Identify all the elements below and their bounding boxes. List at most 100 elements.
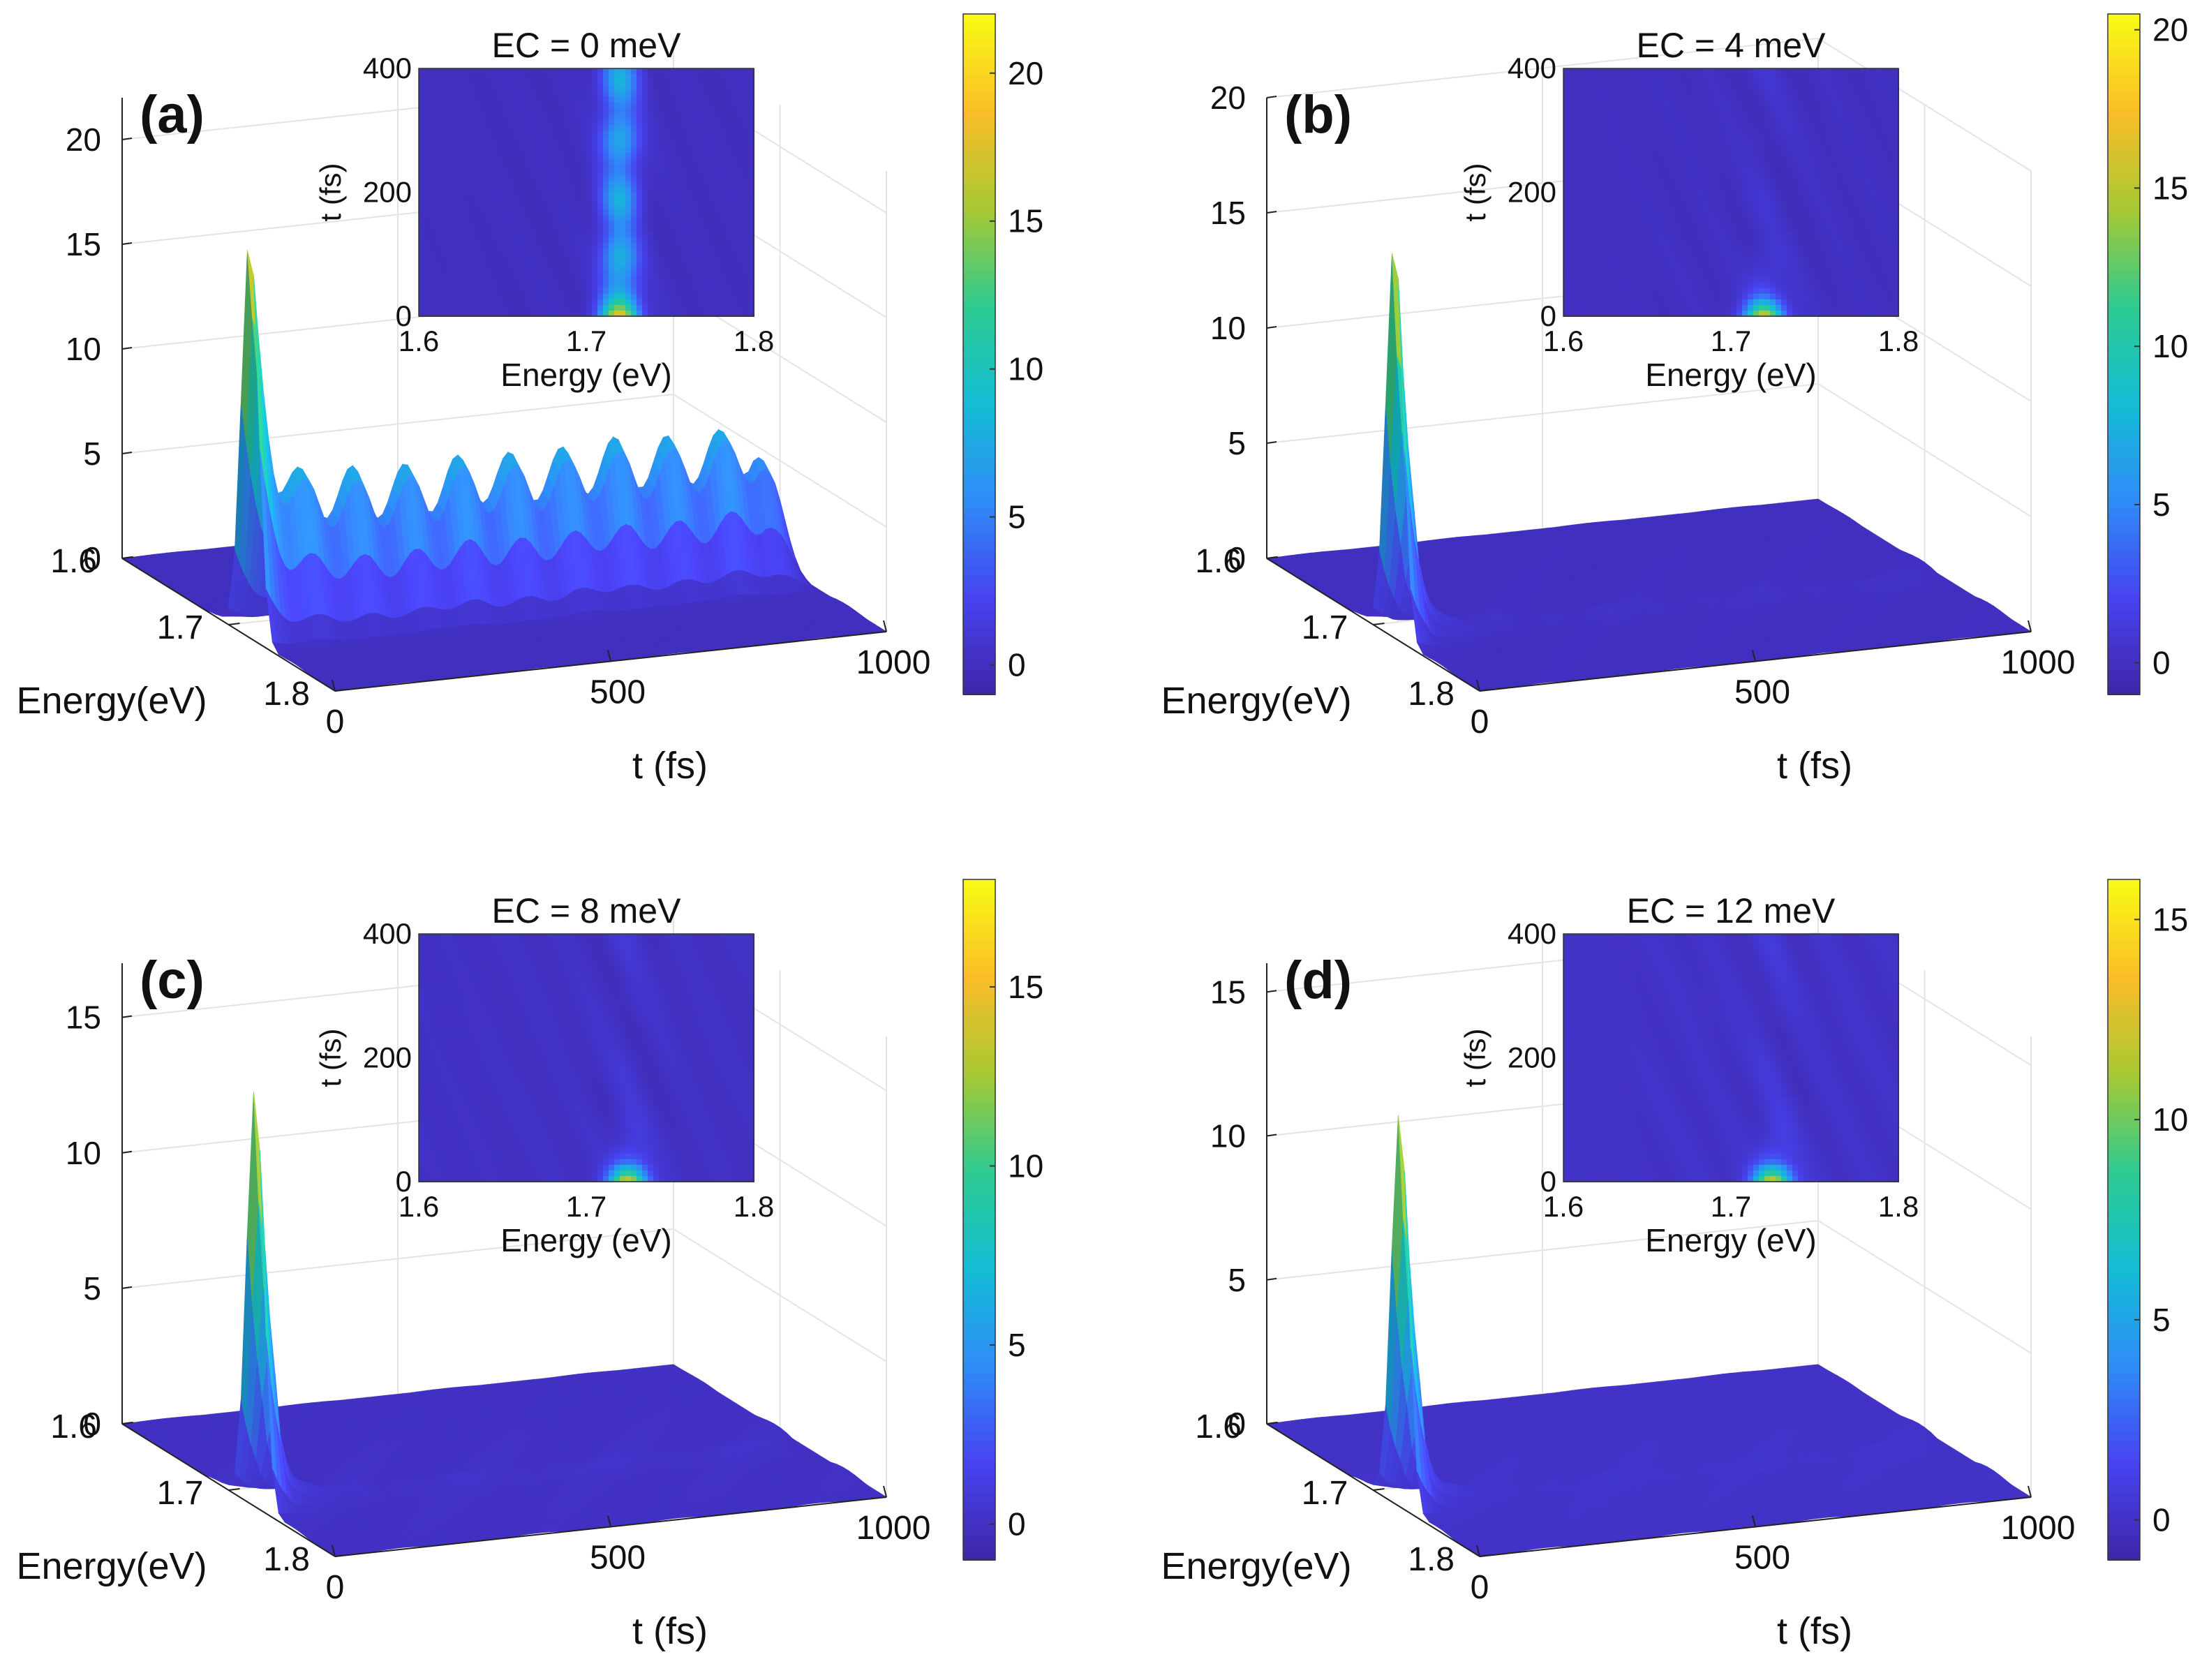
inset-y-tick-label: 400 [363,917,412,950]
colorbar-tick-label: 0 [2152,1502,2171,1538]
inset-x-tick-label: 1.8 [1878,325,1919,357]
inset-y-tick-label: 0 [396,299,412,332]
colorbar-tick-label: 0 [2152,645,2171,681]
y-tick-label: 1.6 [1195,543,1242,580]
y-tick-label: 1.7 [1302,609,1348,646]
inset-y-axis-label: t (fs) [314,163,347,222]
x-tick-label: 1000 [856,1510,931,1547]
colorbar-tick-label: 15 [2152,170,2188,206]
z-tick-label: 15 [1210,974,1246,1010]
colorbar-tick-label: 20 [2152,12,2188,48]
z-tick-label: 10 [1210,310,1246,346]
z-tick-label: 5 [83,436,101,472]
inset-y-axis-label: t (fs) [314,1029,347,1087]
colorbar-tick-label: 0 [1008,1506,1026,1543]
colorbar-tick-label: 15 [1008,969,1043,1005]
inset-y-tick-label: 200 [363,1041,412,1074]
panel-label: (c) [140,951,204,1010]
inset-x-axis-label: Energy (eV) [500,357,671,393]
inset-x-tick-label: 1.7 [1711,325,1751,357]
y-axis-label: Energy(eV) [1161,1545,1351,1587]
panel-label: (d) [1284,951,1352,1010]
colorbar-tick-label: 0 [1008,647,1026,683]
colorbar-tick-label: 10 [1008,1148,1043,1184]
y-tick-label: 1.8 [263,1541,310,1578]
colorbar-tick-label: 5 [2152,1302,2171,1338]
x-axis-label: t (fs) [632,745,708,787]
y-tick-label: 1.6 [50,543,97,580]
inset-y-tick-label: 400 [363,52,412,84]
inset-y-tick-label: 0 [396,1165,412,1198]
colorbar-tick-label: 20 [1008,55,1043,91]
surface-plot [1267,253,2031,691]
inset-x-tick-label: 1.8 [734,325,774,357]
inset-heatmap [419,68,754,317]
figure-canvas: 05101520050010001.61.71.8t (fs)Energy(eV… [0,0,2209,1680]
inset-heatmap [1563,934,1899,1182]
inset-y-tick-label: 0 [1540,299,1556,332]
inset-x-tick-label: 1.8 [1878,1190,1919,1223]
y-tick-label: 1.7 [157,1475,204,1512]
inset-x-axis-label: Energy (eV) [1645,357,1816,393]
z-tick-label: 5 [83,1270,101,1307]
z-tick-label: 10 [66,1135,101,1171]
inset-y-tick-label: 200 [1508,1041,1556,1074]
colorbar [2108,879,2140,1561]
inset-x-tick-label: 1.7 [566,325,607,357]
x-tick-label: 1000 [856,644,931,681]
colorbar-tick-label: 10 [2152,1101,2188,1138]
z-tick-label: 5 [1228,425,1246,461]
inset-y-tick-label: 200 [1508,176,1556,209]
y-tick-label: 1.7 [157,609,204,646]
colorbar-tick-label: 5 [2152,486,2171,523]
x-tick-label: 0 [326,1569,345,1606]
inset-y-axis-label: t (fs) [1459,163,1492,222]
y-tick-label: 1.6 [1195,1408,1242,1445]
z-tick-label: 10 [66,331,101,367]
z-tick-label: 15 [66,226,101,262]
inset-y-tick-label: 400 [1508,52,1556,84]
colorbar-tick-label: 5 [1008,1327,1026,1363]
inset-y-tick-label: 200 [363,176,412,209]
y-tick-label: 1.8 [1408,1541,1455,1578]
panel-label: (a) [140,85,204,144]
z-tick-label: 20 [66,121,101,158]
colorbar [963,879,995,1561]
x-tick-label: 500 [590,674,646,711]
z-tick-label: 15 [1210,195,1246,231]
inset-title: EC = 8 meV [492,891,682,930]
z-tick-label: 15 [66,999,101,1036]
x-tick-label: 1000 [2001,1510,2076,1547]
colorbar-tick-label: 15 [2152,901,2188,937]
inset-y-tick-label: 0 [1540,1165,1556,1198]
x-axis-label: t (fs) [1777,745,1852,787]
x-tick-label: 500 [1734,1540,1790,1577]
x-axis-label: t (fs) [1777,1610,1852,1652]
colorbar-tick-label: 10 [2152,328,2188,364]
colorbar [2108,14,2140,695]
inset-heatmap [1563,68,1899,317]
y-tick-label: 1.7 [1302,1475,1348,1512]
colorbar [963,14,995,695]
x-tick-label: 0 [1471,1569,1489,1606]
inset-x-tick-label: 1.7 [1711,1190,1751,1223]
inset-heatmap [419,934,754,1182]
colorbar-tick-label: 5 [1008,499,1026,535]
y-tick-label: 1.8 [1408,676,1455,713]
x-tick-label: 1000 [2001,644,2076,681]
inset-title: EC = 12 meV [1627,891,1836,930]
colorbar-tick-label: 15 [1008,203,1043,239]
inset-title: EC = 4 meV [1637,26,1827,65]
x-tick-label: 0 [326,704,345,741]
y-tick-label: 1.6 [50,1408,97,1445]
inset-y-tick-label: 400 [1508,917,1556,950]
inset-y-axis-label: t (fs) [1459,1029,1492,1087]
inset-title: EC = 0 meV [492,26,682,65]
y-axis-label: Energy(eV) [16,1545,207,1587]
panel-d: 0 5 10 15 0 500 1000 1.6 1.7 1.8 t (fs) Energy(eV) (… [1161,879,2188,1652]
inset-x-tick-label: 1.7 [566,1190,607,1223]
inset-x-axis-label: Energy (eV) [1645,1222,1816,1258]
